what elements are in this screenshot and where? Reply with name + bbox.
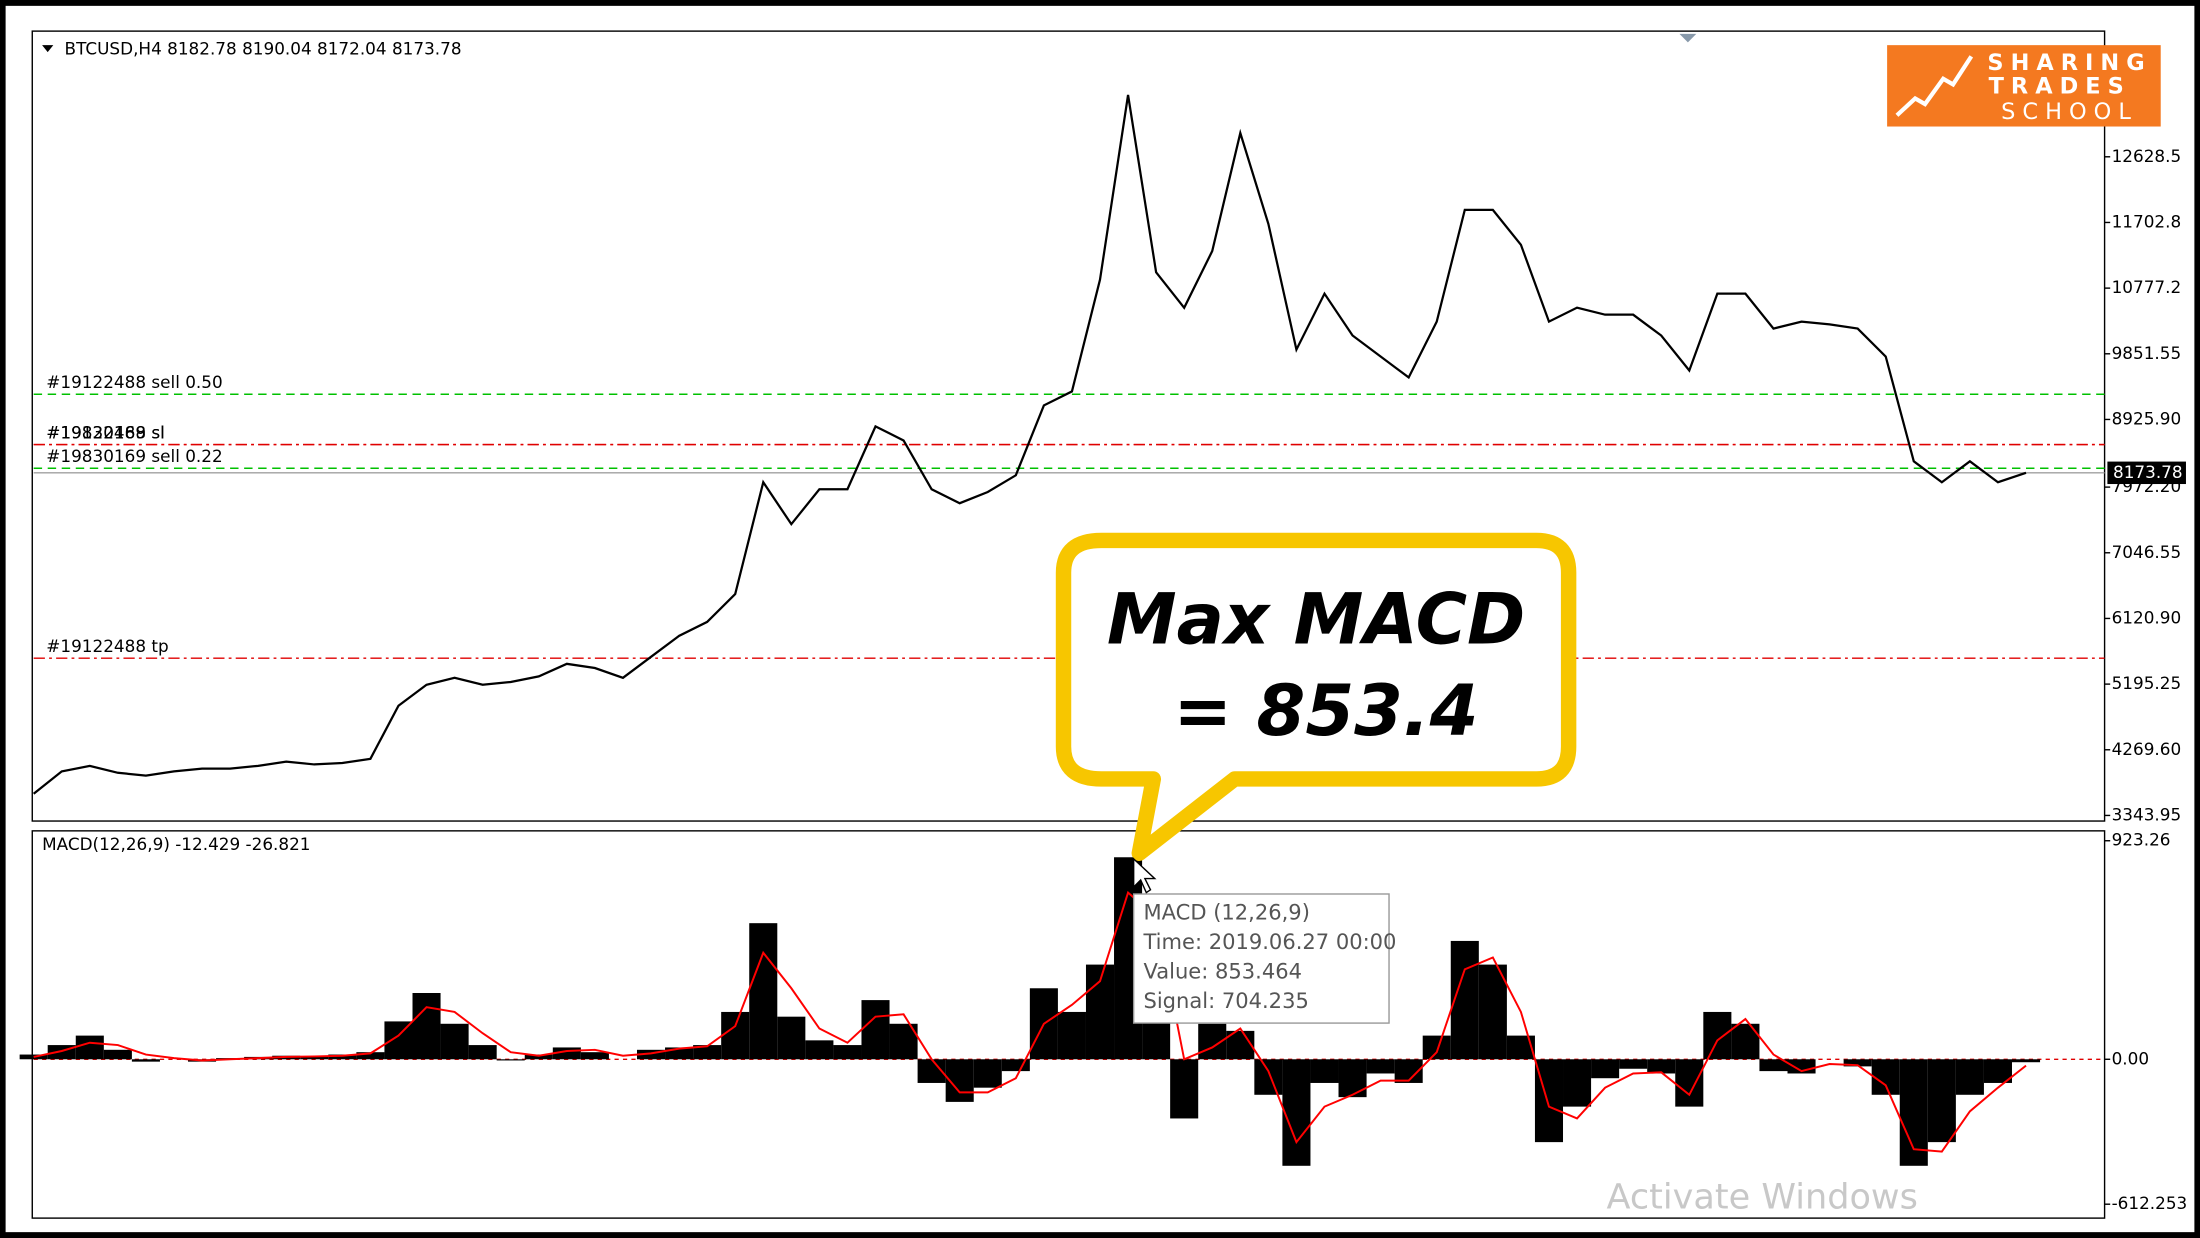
y-tick-label: 12628.5	[2112, 146, 2182, 166]
macd-bar	[468, 1045, 497, 1060]
order-label: #19830169 sell 0.22	[46, 446, 222, 466]
menu-arrow	[42, 45, 54, 53]
macd-bar	[1731, 1023, 1760, 1060]
y-tick-label: 0.00	[2112, 1048, 2149, 1068]
macd-bar	[356, 1052, 385, 1060]
signal-line	[33, 890, 2027, 1153]
macd-bar	[973, 1059, 1002, 1088]
y-tick-label: -612.253	[2112, 1193, 2188, 1213]
y-tick-label: 8925.90	[2112, 408, 2182, 428]
macd-bar	[1759, 1059, 1788, 1072]
macd-bar	[1254, 1059, 1283, 1095]
macd-bar	[1057, 1011, 1086, 1060]
macd-panel	[31, 830, 2106, 1219]
tooltip-line: MACD (12,26,9)	[1143, 900, 1309, 925]
y-tick-label: 7046.55	[2112, 542, 2182, 562]
macd-bar	[552, 1047, 581, 1060]
y-tick-label: 6120.90	[2112, 607, 2182, 627]
macd-bar	[1647, 1059, 1676, 1074]
macd-bar	[721, 1011, 750, 1060]
order-label: #19122488 sl	[46, 422, 165, 442]
y-tick-label: 4269.60	[2112, 739, 2182, 759]
macd-bar	[1506, 1035, 1535, 1060]
price-line	[32, 94, 2027, 795]
macd-bar	[1170, 1059, 1199, 1119]
macd-bar	[2011, 1059, 2041, 1063]
tooltip-line: Signal: 704.235	[1143, 988, 1308, 1013]
macd-bar	[1478, 964, 1507, 1060]
macd-bar	[805, 1040, 834, 1060]
macd-bar	[300, 1056, 329, 1060]
logo-text: SCHOOL	[2001, 99, 2138, 125]
macd-bar	[1983, 1059, 2012, 1083]
macd-bar	[1871, 1059, 1900, 1095]
macd-bar	[1619, 1059, 1648, 1069]
macd-bar	[580, 1052, 609, 1060]
y-tick-label: 10777.2	[2112, 277, 2182, 297]
y-tick-label: 3343.95	[2112, 804, 2182, 824]
macd-bar	[861, 1000, 890, 1060]
tooltip-box	[1132, 893, 1390, 1024]
macd-bar	[1450, 940, 1479, 1060]
macd-bar	[1675, 1059, 1704, 1107]
macd-bar	[75, 1035, 104, 1060]
logo-box	[1887, 45, 2161, 127]
callout-bubble	[1055, 532, 1577, 862]
last-price-label: 8173.78	[2113, 462, 2183, 482]
macd-bar	[412, 993, 441, 1060]
logo-text: TRADES	[1989, 74, 2131, 100]
macd-bar	[1843, 1059, 1872, 1067]
macd-bar	[1310, 1059, 1339, 1083]
macd-bar	[833, 1045, 862, 1060]
macd-bar	[1563, 1059, 1592, 1107]
price-header: BTCUSD,H4 8182.78 8190.04 8172.04 8173.7…	[65, 38, 462, 58]
macd-bar	[1703, 1011, 1732, 1060]
macd-bar	[636, 1049, 666, 1060]
macd-bar	[1955, 1059, 1984, 1095]
macd-bar	[1001, 1059, 1030, 1072]
macd-header: MACD(12,26,9) -12.429 -26.821	[42, 834, 310, 854]
macd-bar	[1282, 1059, 1311, 1166]
macd-bar	[384, 1021, 413, 1060]
macd-bar	[1422, 1035, 1451, 1060]
watermark: Activate Windows	[1607, 1176, 1918, 1217]
y-tick-label: 5195.25	[2112, 673, 2182, 693]
macd-bar	[693, 1045, 722, 1060]
callout-value: = 853.4	[1173, 670, 1478, 752]
macd-bar	[917, 1059, 946, 1083]
macd-bar	[1338, 1059, 1367, 1098]
macd-bar	[103, 1049, 132, 1060]
macd-bar	[1927, 1059, 1956, 1143]
macd-bar	[328, 1054, 357, 1060]
macd-bar	[665, 1047, 694, 1060]
macd-bar	[496, 1059, 525, 1061]
macd-bar	[1394, 1059, 1423, 1083]
price-panel	[31, 30, 2106, 822]
y-tick-label: 11702.8	[2112, 211, 2182, 231]
logo-text: SHARING	[1987, 50, 2151, 76]
tooltip-line: Time: 2019.06.27 00:00	[1142, 929, 1396, 954]
cursor	[1132, 857, 1157, 894]
order-label: #19122488 sell 0.50	[46, 372, 222, 392]
callout-title: Max MACD	[1107, 579, 1525, 661]
logo-icon	[1895, 55, 1974, 117]
last-price-box	[2107, 461, 2186, 485]
order-label: #19830169 sl	[46, 422, 165, 442]
macd-bar	[1366, 1059, 1395, 1074]
macd-bar	[777, 1016, 806, 1060]
y-tick-label: 923.26	[2112, 830, 2171, 850]
macd-bar	[440, 1023, 469, 1060]
macd-bar	[524, 1054, 553, 1060]
order-label: #19122488 tp	[46, 636, 168, 656]
tooltip-line: Value: 853.464	[1143, 959, 1302, 984]
shift-marker	[1679, 33, 1697, 43]
macd-bar	[1591, 1059, 1620, 1079]
macd-bar	[131, 1059, 160, 1062]
y-tick-label: 9851.55	[2112, 343, 2182, 363]
macd-bar	[749, 923, 778, 1060]
